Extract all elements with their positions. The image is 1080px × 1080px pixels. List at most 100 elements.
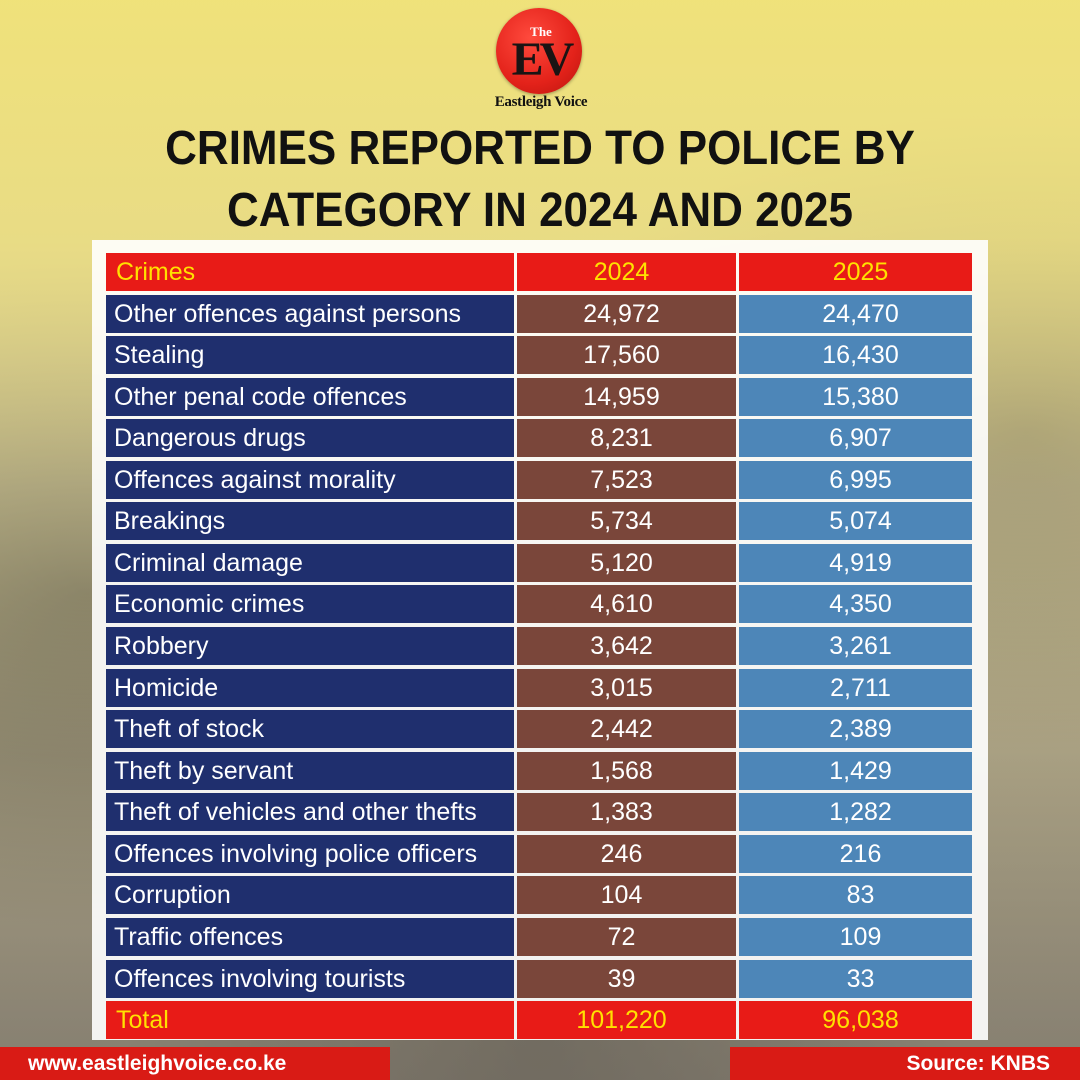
- value-2024-cell-text: 5,734: [590, 507, 653, 535]
- value-2025-cell-text: 2,389: [829, 715, 892, 743]
- value-2024-cell-text: 8,231: [590, 424, 653, 452]
- crime-category-cell-text: Economic crimes: [114, 590, 305, 618]
- value-2024-cell: 2,442: [517, 710, 736, 748]
- source-footer: Source: KNBS: [730, 1047, 1080, 1080]
- crime-category-cell-text: Corruption: [114, 881, 231, 909]
- value-2025-cell: 109: [739, 918, 972, 956]
- value-2024-cell: 5,734: [517, 502, 736, 540]
- crime-category-cell-text: Theft of vehicles and other thefts: [114, 798, 477, 826]
- value-2025-cell-text: 16,430: [822, 341, 899, 369]
- value-2025-cell: 6,907: [739, 419, 972, 457]
- value-2025-cell: 1,282: [739, 793, 972, 831]
- value-2025-cell-text: 6,907: [829, 424, 892, 452]
- value-2024-cell: 5,120: [517, 544, 736, 582]
- crime-category-cell-text: Crimes: [116, 258, 196, 286]
- crime-category-cell: Offences involving tourists: [106, 960, 514, 998]
- value-2024-cell: 3,642: [517, 627, 736, 665]
- website-footer: www.eastleighvoice.co.ke: [0, 1047, 390, 1080]
- crime-category-cell-text: Total: [116, 1006, 169, 1034]
- crime-category-cell: Breakings: [106, 502, 514, 540]
- value-2024-cell-text: 246: [600, 840, 643, 868]
- value-2024-cell: 246: [517, 835, 736, 873]
- crime-category-cell: Economic crimes: [106, 585, 514, 623]
- crime-category-cell: Total: [106, 1001, 514, 1039]
- value-2024-cell-text: 14,959: [583, 383, 660, 411]
- crime-category-cell: Dangerous drugs: [106, 419, 514, 457]
- value-2024-cell: 3,015: [517, 669, 736, 707]
- crime-category-cell: Criminal damage: [106, 544, 514, 582]
- value-2024-cell: 39: [517, 960, 736, 998]
- crime-category-cell-text: Offences involving tourists: [114, 965, 406, 993]
- value-2024-cell-text: 3,642: [590, 632, 653, 660]
- crime-category-cell-text: Theft by servant: [114, 757, 294, 785]
- logo-ev-text: EV: [511, 33, 575, 86]
- crime-category-cell: Offences involving police officers: [106, 835, 514, 873]
- value-2025-cell: 216: [739, 835, 972, 873]
- value-2024-cell: 1,383: [517, 793, 736, 831]
- value-2024-cell-text: 1,383: [590, 798, 653, 826]
- crime-category-cell-text: Dangerous drugs: [114, 424, 306, 452]
- value-2025-cell: 2,711: [739, 669, 972, 707]
- value-2024-cell: 101,220: [517, 1001, 736, 1039]
- value-2024-cell: 24,972: [517, 295, 736, 333]
- value-2025-cell-text: 2,711: [830, 674, 891, 702]
- value-2025-cell-text: 33: [846, 965, 875, 993]
- logo-circle: [496, 8, 582, 94]
- value-2025-cell-text: 4,919: [829, 549, 892, 577]
- value-2025-cell-text: 6,995: [829, 466, 892, 494]
- value-2024-cell: 4,610: [517, 585, 736, 623]
- value-2025-cell-text: 1,429: [829, 757, 892, 785]
- title-line-2: CATEGORY IN 2024 AND 2025: [226, 182, 853, 237]
- crime-category-cell-text: Stealing: [114, 341, 205, 369]
- value-2025-cell-text: 4,350: [829, 590, 892, 618]
- value-2025-cell: 16,430: [739, 336, 972, 374]
- value-2024-cell-text: 39: [607, 965, 636, 993]
- crime-category-cell: Other offences against persons: [106, 295, 514, 333]
- crime-category-cell: Theft of vehicles and other thefts: [106, 793, 514, 831]
- crime-category-cell: Robbery: [106, 627, 514, 665]
- value-2025-cell-text: 216: [839, 840, 882, 868]
- value-2024-cell: 72: [517, 918, 736, 956]
- crime-category-cell: Stealing: [106, 336, 514, 374]
- value-2025-cell: 4,350: [739, 585, 972, 623]
- crime-category-cell: Traffic offences: [106, 918, 514, 956]
- value-2025-cell-text: 109: [839, 923, 882, 951]
- title-line-1: CRIMES REPORTED TO POLICE BY: [165, 121, 915, 176]
- value-2024-cell: 8,231: [517, 419, 736, 457]
- crime-category-cell-text: Traffic offences: [114, 923, 284, 951]
- value-2025-cell-text: 24,470: [822, 300, 899, 328]
- value-2024-cell: 1,568: [517, 752, 736, 790]
- crime-category-cell: Theft of stock: [106, 710, 514, 748]
- value-2025-cell: 15,380: [739, 378, 972, 416]
- value-2025-cell-text: 3,261: [829, 632, 892, 660]
- value-2025-cell-text: 2025: [832, 258, 889, 286]
- value-2025-cell: 2,389: [739, 710, 972, 748]
- value-2024-cell-text: 4,610: [590, 590, 653, 618]
- logo-name-text: Eastleigh Voice: [494, 94, 588, 110]
- crime-category-cell-text: Other penal code offences: [114, 383, 407, 411]
- value-2024-cell-text: 72: [607, 923, 636, 951]
- value-2025-cell-text: 83: [846, 881, 875, 909]
- crime-category-cell-text: Robbery: [114, 632, 209, 660]
- value-2025-cell-text: 15,380: [822, 383, 899, 411]
- eastleigh-voice-logo: The EV Eastleigh Voice: [482, 8, 600, 112]
- value-2024-cell: 104: [517, 876, 736, 914]
- crime-category-cell: Theft by servant: [106, 752, 514, 790]
- crime-category-cell-text: Homicide: [114, 674, 219, 702]
- value-2024-cell: 14,959: [517, 378, 736, 416]
- value-2025-cell: 33: [739, 960, 972, 998]
- value-2024-cell-text: 101,220: [576, 1006, 667, 1034]
- value-2024-cell-text: 7,523: [590, 466, 653, 494]
- chart-title: CRIMES REPORTED TO POLICE BY CATEGORY IN…: [40, 118, 1040, 241]
- crime-category-cell: Homicide: [106, 669, 514, 707]
- value-2024-cell-text: 2024: [593, 258, 650, 286]
- value-2025-cell: 1,429: [739, 752, 972, 790]
- value-2024-cell-text: 104: [600, 881, 643, 909]
- crime-category-cell-text: Offences against morality: [114, 466, 396, 494]
- crime-category-cell-text: Breakings: [114, 507, 226, 535]
- value-2024-cell-text: 3,015: [590, 674, 653, 702]
- value-2024-cell-text: 2,442: [590, 715, 653, 743]
- value-2025-cell-text: 1,282: [829, 798, 892, 826]
- value-2025-cell-text: 5,074: [829, 507, 892, 535]
- value-2025-cell: 24,470: [739, 295, 972, 333]
